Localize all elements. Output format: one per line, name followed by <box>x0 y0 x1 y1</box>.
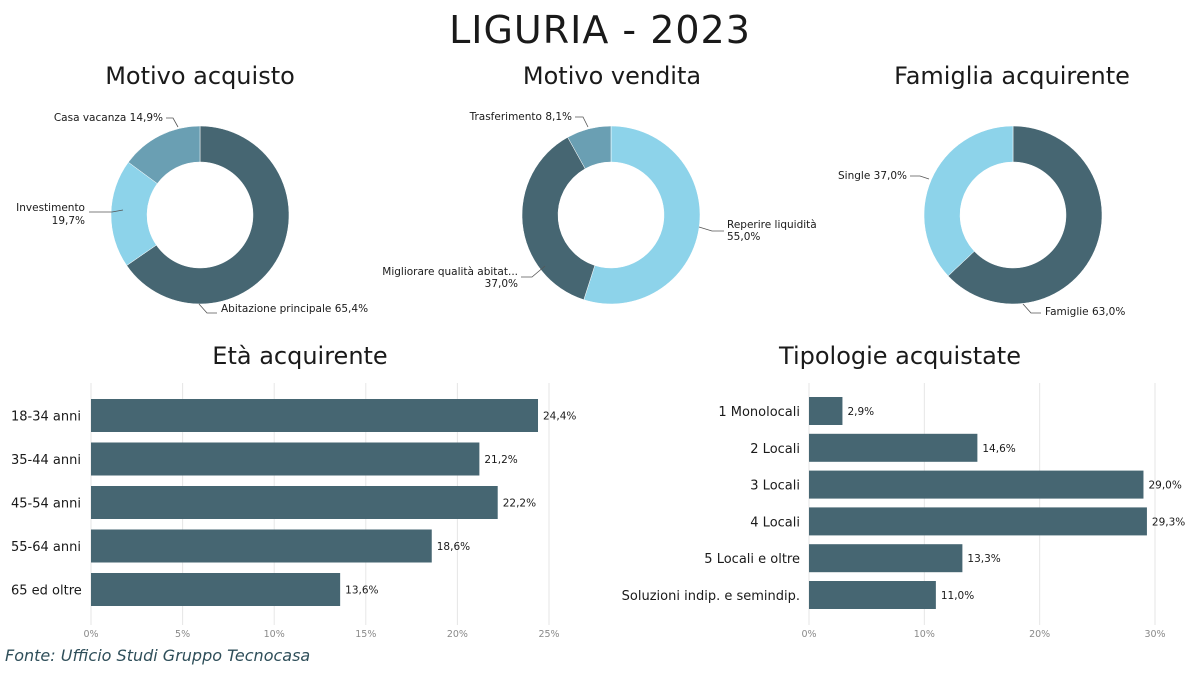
category-label-4-locali: 4 Locali <box>750 515 800 530</box>
slice-name-migliorare-qualita-abitat: Migliorare qualità abitat... <box>382 266 518 278</box>
chart-title-eta-acquirente: Età acquirente <box>212 342 388 370</box>
leader-line-reperire-liquidita <box>698 226 724 232</box>
slice-name: Famiglie <box>1045 306 1089 318</box>
x-tick-label: 20% <box>447 629 468 640</box>
pie-slice-trasferimento <box>567 125 612 170</box>
slice-name: Casa vacanza <box>54 112 126 124</box>
data-label-18-34-anni: 24,4% <box>543 411 576 423</box>
category-label-1-monolocali: 1 Monolocali <box>718 405 800 420</box>
data-label-45-54-anni: 22,2% <box>503 498 536 510</box>
x-tick-label: 0% <box>83 629 98 640</box>
category-label-3-locali: 3 Locali <box>750 479 800 494</box>
x-tick-label: 0% <box>801 629 816 640</box>
leader-line-migliorare-qualita-abitat <box>521 265 546 278</box>
chart-title-tipologie-acquistate: Tipologie acquistate <box>779 342 1021 370</box>
category-label-65-ed-oltre: 65 ed oltre <box>11 584 82 599</box>
leader-line-abitazione-principale <box>198 303 217 314</box>
bar-45-54-anni <box>91 486 498 519</box>
category-label-5-locali-e-oltre: 5 Locali e oltre <box>704 552 800 567</box>
slice-value: 37,0% <box>874 170 907 182</box>
pie-slice-reperire-liquidita <box>583 125 701 305</box>
pie-slice-famiglie <box>947 125 1103 305</box>
pie-slice-migliorare-qualita-abitat <box>521 136 596 301</box>
source-note: Fonte: Ufficio Studi Gruppo Tecnocasa <box>5 646 311 665</box>
slice-value: 14,9% <box>130 112 163 124</box>
category-label-45-54-anni: 45-54 anni <box>11 497 81 512</box>
bar-5-locali-e-oltre <box>809 544 963 573</box>
x-tick-label: 5% <box>175 629 190 640</box>
page-title: LIGURIA - 2023 <box>449 8 751 52</box>
data-label-3-locali: 29,0% <box>1148 480 1181 492</box>
data-label-1-monolocali: 2,9% <box>847 406 874 418</box>
chart-title-motivo-acquisto: Motivo acquisto <box>105 62 295 90</box>
data-label-55-64-anni: 18,6% <box>437 541 470 553</box>
bar-4-locali <box>809 507 1147 536</box>
leader-line-trasferimento <box>575 116 589 128</box>
slice-label-trasferimento: Trasferimento 8,1% <box>469 111 572 123</box>
x-tick-label: 30% <box>1144 629 1165 640</box>
category-label-2-locali: 2 Locali <box>750 442 800 457</box>
data-label-65-ed-oltre: 13,6% <box>345 585 378 597</box>
slice-value-reperire-liquidita: 55,0% <box>727 231 760 243</box>
leader-line-investimento <box>89 209 124 213</box>
chart-title-famiglia-acquirente: Famiglia acquirente <box>894 62 1130 90</box>
x-tick-label: 20% <box>1029 629 1050 640</box>
slice-label-famiglie: Famiglie 63,0% <box>1045 306 1125 318</box>
slice-value: 65,4% <box>335 303 368 315</box>
slice-name-reperire-liquidita: Reperire liquidità <box>727 219 817 231</box>
bar-35-44-anni <box>91 442 480 476</box>
category-label-soluzioni-indip-e-semindip: Soluzioni indip. e semindip. <box>622 589 800 604</box>
bar-18-34-anni <box>91 399 539 432</box>
slice-label-single: Single 37,0% <box>838 170 907 182</box>
bar-2-locali <box>809 433 978 462</box>
slice-label-abitazione-principale: Abitazione principale 65,4% <box>221 303 368 315</box>
pie-slice-abitazione-principale <box>126 125 290 305</box>
data-label-2-locali: 14,6% <box>982 443 1015 455</box>
slice-value: 8,1% <box>545 111 572 123</box>
category-label-55-64-anni: 55-64 anni <box>11 540 81 555</box>
pie-slice-single <box>923 125 1014 277</box>
chart-title-motivo-vendita: Motivo vendita <box>522 62 702 90</box>
x-tick-label: 15% <box>355 629 376 640</box>
slice-name: Trasferimento <box>469 111 542 123</box>
data-label-35-44-anni: 21,2% <box>484 454 517 466</box>
slice-name-investimento: Investimento <box>16 202 85 214</box>
leader-line-famiglie <box>1022 303 1041 314</box>
slice-label-casa-vacanza: Casa vacanza 14,9% <box>54 112 163 124</box>
bar-1-monolocali <box>809 397 843 425</box>
slice-name: Single <box>838 170 870 182</box>
category-label-35-44-anni: 35-44 anni <box>11 453 81 468</box>
bar-55-64-anni <box>91 529 432 563</box>
leader-line-single <box>910 175 930 180</box>
bar-3-locali <box>809 470 1144 499</box>
x-tick-label: 25% <box>538 629 559 640</box>
category-label-18-34-anni: 18-34 anni <box>11 410 81 425</box>
slice-value-migliorare-qualita-abitat: 37,0% <box>485 278 518 290</box>
pie-slice-casa-vacanza <box>127 125 201 184</box>
bar-soluzioni-indip-e-semindip <box>809 581 936 609</box>
slice-value: 63,0% <box>1092 306 1125 318</box>
slice-value-investimento: 19,7% <box>52 215 85 227</box>
data-label-soluzioni-indip-e-semindip: 11,0% <box>941 590 974 602</box>
x-tick-label: 10% <box>264 629 285 640</box>
x-tick-label: 10% <box>914 629 935 640</box>
data-label-4-locali: 29,3% <box>1152 516 1185 528</box>
slice-name: Abitazione principale <box>221 303 331 315</box>
leader-line-casa-vacanza <box>166 117 179 128</box>
data-label-5-locali-e-oltre: 13,3% <box>967 553 1000 565</box>
bar-65-ed-oltre <box>91 573 341 606</box>
